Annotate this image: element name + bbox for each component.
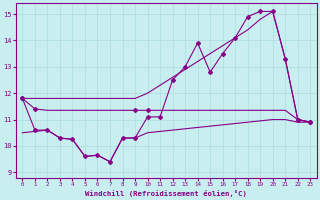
- X-axis label: Windchill (Refroidissement éolien,°C): Windchill (Refroidissement éolien,°C): [85, 190, 247, 197]
